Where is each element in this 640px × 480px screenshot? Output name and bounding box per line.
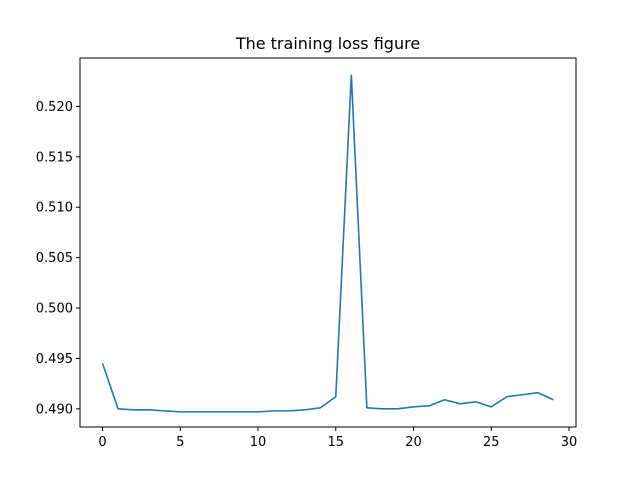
y-tick-label: 0.510 [36, 201, 73, 216]
x-tick-label: 30 [561, 435, 578, 450]
y-tick-label: 0.515 [36, 150, 73, 165]
y-tick-label: 0.520 [36, 100, 73, 115]
y-tick-label: 0.505 [36, 251, 73, 266]
y-tick-label: 0.490 [36, 402, 73, 417]
y-tick-label: 0.495 [36, 352, 73, 367]
y-tick-label: 0.500 [36, 302, 73, 317]
x-tick-label: 15 [328, 435, 345, 450]
x-tick-label: 0 [98, 435, 106, 450]
x-tick-label: 25 [483, 435, 500, 450]
x-tick-label: 20 [405, 435, 422, 450]
x-tick-label: 10 [250, 435, 267, 450]
x-tick-label: 5 [176, 435, 184, 450]
loss-series-line [101, 74, 554, 413]
chart-title: The training loss figure [235, 34, 420, 53]
plot-area: 0 5 10 15 20 25 30 0.490 0.495 0.500 0.505 0.510 0.5… [36, 74, 578, 450]
axes-frame [79, 57, 577, 428]
